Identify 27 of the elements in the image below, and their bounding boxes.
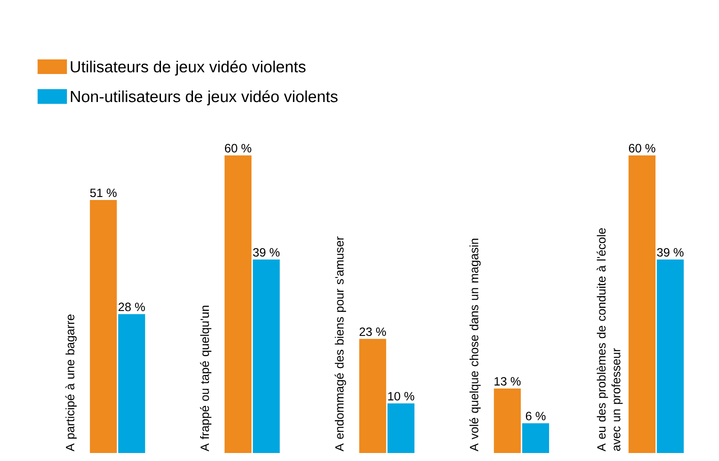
data-label: 60 % bbox=[628, 144, 656, 152]
data-label: 51 % bbox=[90, 188, 117, 198]
x-tick-label: A eu des problèmes de conduite à l'école avec un professeur bbox=[596, 228, 623, 452]
bar bbox=[388, 403, 414, 453]
bar bbox=[494, 388, 521, 453]
x-tick-label: A frappé ou tapé quelqu'un bbox=[200, 306, 212, 452]
data-label: 10 % bbox=[388, 392, 414, 400]
data-label: 28 % bbox=[118, 302, 145, 312]
bar bbox=[522, 423, 550, 453]
data-label: 23 % bbox=[360, 327, 386, 336]
data-label: 39 % bbox=[253, 248, 280, 257]
x-tick-label: A volé quelque chose dans un magasin bbox=[469, 238, 481, 452]
data-label: 39 % bbox=[657, 248, 684, 257]
data-label: 60 % bbox=[224, 144, 252, 152]
data-label: 13 % bbox=[494, 377, 521, 386]
legend-label: Utilisateurs de jeux vidéo violents bbox=[70, 60, 306, 76]
bar bbox=[224, 155, 252, 453]
legend-label: Non-utilisateurs de jeux vidéo violents bbox=[70, 90, 338, 106]
bar bbox=[118, 314, 146, 453]
x-tick-label: A participé à une bagarre bbox=[65, 314, 77, 452]
x-tick-label: A endommagé des biens pour s'amuser bbox=[334, 236, 346, 452]
bar bbox=[252, 260, 280, 453]
bar bbox=[656, 260, 684, 453]
bar bbox=[90, 200, 117, 453]
bar bbox=[359, 338, 386, 453]
bar bbox=[628, 155, 656, 453]
data-label: 6 % bbox=[526, 412, 546, 420]
